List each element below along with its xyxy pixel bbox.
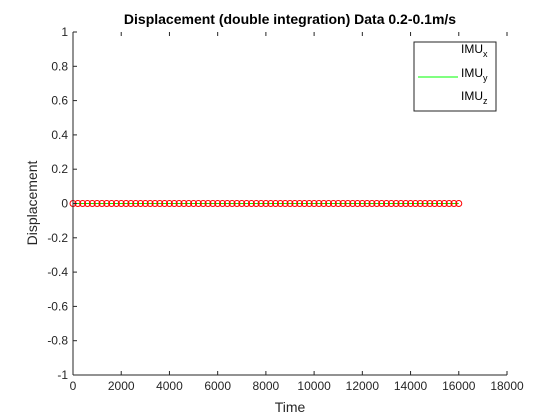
- y-tick-label: 0.8: [51, 59, 68, 73]
- y-tick-label: 0: [61, 197, 68, 211]
- y-axis-label: Displacement: [24, 160, 40, 245]
- x-tick-label: 12000: [346, 379, 380, 393]
- y-tick-label: -0.4: [47, 265, 68, 279]
- legend: IMUx IMUy IMUz: [414, 42, 496, 111]
- y-tick-label: -1: [57, 368, 68, 382]
- x-tick-label: 18000: [490, 379, 524, 393]
- x-tick-label: 8000: [253, 379, 280, 393]
- x-tick-label: 14000: [394, 379, 428, 393]
- y-tick-label: -0.6: [47, 299, 68, 313]
- x-tick-label: 16000: [442, 379, 476, 393]
- x-tick-label: 4000: [156, 379, 183, 393]
- x-tick-label: 6000: [204, 379, 231, 393]
- y-tick-label: -0.2: [47, 231, 68, 245]
- x-tick-label: 0: [70, 379, 77, 393]
- y-tick-label: 0.2: [51, 162, 68, 176]
- chart-title: Displacement (double integration) Data 0…: [124, 11, 456, 27]
- y-tick-label: 0.6: [51, 94, 68, 108]
- x-tick-label: 2000: [108, 379, 135, 393]
- x-axis-label: Time: [275, 399, 306, 415]
- y-tick-label: -0.8: [47, 334, 68, 348]
- x-tick-label: 10000: [297, 379, 331, 393]
- y-tick-label: 0.4: [51, 128, 68, 142]
- y-tick-label: 1: [61, 25, 68, 39]
